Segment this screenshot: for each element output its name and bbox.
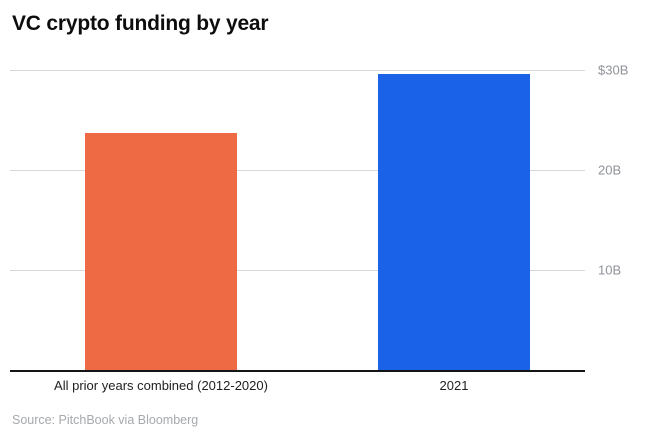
category-label-prior-years: All prior years combined (2012-2020) (54, 378, 268, 393)
y-axis-tick-label: $30B (598, 62, 629, 78)
source-note: Source: PitchBook via Bloomberg (12, 413, 199, 427)
category-label-2021: 2021 (439, 378, 469, 393)
y-axis-tick-label: 20B (598, 162, 622, 178)
bar-2021 (378, 74, 530, 370)
chart-title: VC crypto funding by year (12, 12, 269, 35)
gridline-20b (10, 170, 585, 171)
bar-all-prior-years (85, 133, 237, 370)
plot-area: $30B 20B 10B (10, 63, 628, 372)
gridline-10b (10, 270, 585, 271)
y-axis-tick-label: 10B (598, 262, 622, 278)
gridline-30b (10, 70, 585, 71)
